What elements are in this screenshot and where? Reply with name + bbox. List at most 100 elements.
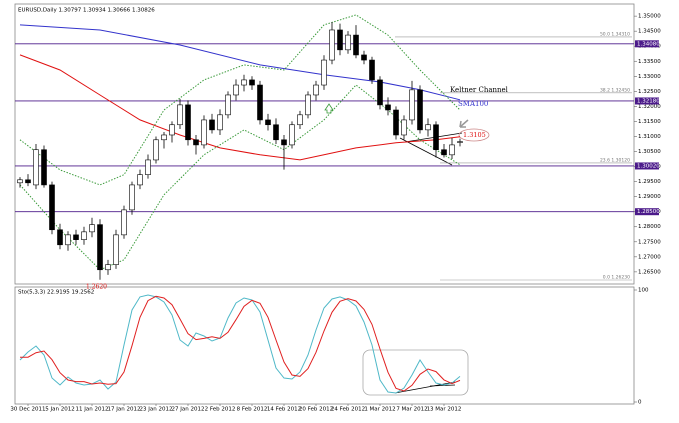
- candle-body: [257, 84, 263, 121]
- candle-body: [353, 34, 359, 56]
- candle-body: [161, 134, 167, 141]
- y-tick-label: 1.32000: [638, 104, 661, 110]
- candle-body: [449, 144, 455, 156]
- candle-body: [81, 231, 87, 240]
- x-tick-label: 11 Jan 2012: [76, 407, 109, 413]
- y-tick-label: 1.35000: [638, 14, 661, 20]
- level-tag: [635, 162, 659, 170]
- candle-body: [241, 79, 247, 86]
- candle-body: [57, 229, 63, 246]
- candle-body: [401, 119, 407, 136]
- candle-body: [313, 84, 319, 96]
- candle-body: [129, 184, 135, 211]
- y-tick-label: 1.31500: [638, 119, 661, 125]
- y-tick-label: 1.32500: [638, 89, 661, 95]
- arrow: [459, 119, 469, 128]
- fib-label: 0.0 1.26230: [603, 274, 630, 280]
- candle-body: [393, 109, 399, 136]
- candle-body: [201, 119, 207, 146]
- candle-body: [17, 179, 23, 184]
- x-tick-label: 1 Mar 2012: [364, 407, 395, 413]
- indicator-line: [19, 54, 461, 161]
- candle-body: [113, 234, 119, 265]
- fib-label: 23.6 1.30120: [600, 157, 630, 163]
- candle-body: [369, 59, 375, 81]
- candle-body: [193, 139, 199, 146]
- x-tick-label: 14 Feb 2012: [267, 407, 301, 413]
- wedge-line: [399, 137, 453, 166]
- candle-body: [345, 34, 351, 51]
- level-label: 1.30020: [637, 163, 660, 169]
- candle-body: [361, 54, 367, 61]
- candle-body: [97, 224, 103, 271]
- candle-body: [209, 119, 215, 131]
- candle-body: [121, 209, 127, 236]
- level-tag: [635, 208, 659, 216]
- candle-body: [49, 184, 55, 231]
- candle-body: [297, 114, 303, 126]
- level-label: 1.34080: [637, 41, 660, 47]
- candle-body: [233, 84, 239, 96]
- candle-body: [433, 124, 439, 151]
- annotation: 1.3105: [463, 131, 486, 139]
- candle-body: [185, 104, 191, 141]
- arrow-up: [324, 103, 334, 114]
- y-tick-label: 100: [638, 288, 649, 294]
- x-tick-label: 13 Mar 2012: [427, 407, 462, 413]
- candle-body: [73, 234, 79, 240]
- candle-body: [177, 104, 183, 126]
- x-tick-label: 24 Feb 2012: [331, 407, 365, 413]
- stochastic-panel-frame: [14, 286, 635, 405]
- candle-body: [385, 104, 391, 111]
- candle-body: [337, 29, 343, 51]
- x-tick-label: 27 Jan 2012: [172, 407, 205, 413]
- annotation: Keltner Channel: [450, 86, 509, 94]
- x-tick-label: 30 Dec 2011: [10, 407, 45, 413]
- y-tick-label: 1.28000: [638, 224, 661, 230]
- stochastic-line: [20, 295, 461, 392]
- divergence-box: [362, 349, 469, 396]
- candle-body: [329, 29, 335, 61]
- y-tick-label: 1.26500: [638, 269, 661, 275]
- y-tick-label: 1.29500: [638, 179, 661, 185]
- x-tick-label: 23 Jan 2012: [140, 407, 173, 413]
- candle-body: [409, 89, 415, 121]
- x-tick-label: 2 Feb 2012: [205, 407, 236, 413]
- candle-body: [273, 124, 279, 141]
- candle-body: [441, 149, 447, 156]
- y-tick-label: 1.27000: [638, 254, 661, 260]
- level-label: 1.32180: [637, 98, 660, 104]
- candle-body: [65, 234, 71, 246]
- divergence-line: [394, 381, 456, 394]
- divergence-line: [429, 384, 456, 387]
- candle-body: [305, 94, 311, 116]
- candle-body: [281, 139, 287, 146]
- candle-body: [153, 139, 159, 161]
- y-tick-label: 1.31000: [638, 134, 661, 140]
- fib-label: 38.2 1.32450: [600, 87, 630, 93]
- candle-body: [137, 174, 143, 186]
- candle-body: [145, 159, 151, 175]
- candle-body: [377, 79, 383, 106]
- level-label: 1.28500: [637, 209, 660, 215]
- candle-body: [225, 94, 231, 116]
- candle-body: [417, 89, 423, 131]
- level-tag: [635, 40, 659, 48]
- stochastic-title: Sto(5,3,3) 22.9195 19.2562: [18, 290, 94, 296]
- candle-body: [249, 79, 255, 86]
- candle-body: [169, 124, 175, 136]
- x-tick-label: 20 Feb 2012: [299, 407, 333, 413]
- fib-label: 50.0 1.34310: [600, 31, 630, 37]
- level-tag: [635, 97, 659, 105]
- y-tick-label: 1.33000: [638, 74, 661, 80]
- candle-body: [89, 224, 95, 233]
- price-panel-title: EURUSD,Daily 1.30797 1.30934 1.30666 1.3…: [18, 8, 155, 14]
- y-tick-label: 1.33500: [638, 59, 661, 65]
- y-tick-label: 0: [638, 400, 642, 406]
- candle-body: [265, 119, 271, 126]
- y-tick-label: 1.29000: [638, 194, 661, 200]
- candle-body: [457, 141, 463, 143]
- candle-body: [105, 264, 111, 271]
- price-callout: [458, 128, 490, 142]
